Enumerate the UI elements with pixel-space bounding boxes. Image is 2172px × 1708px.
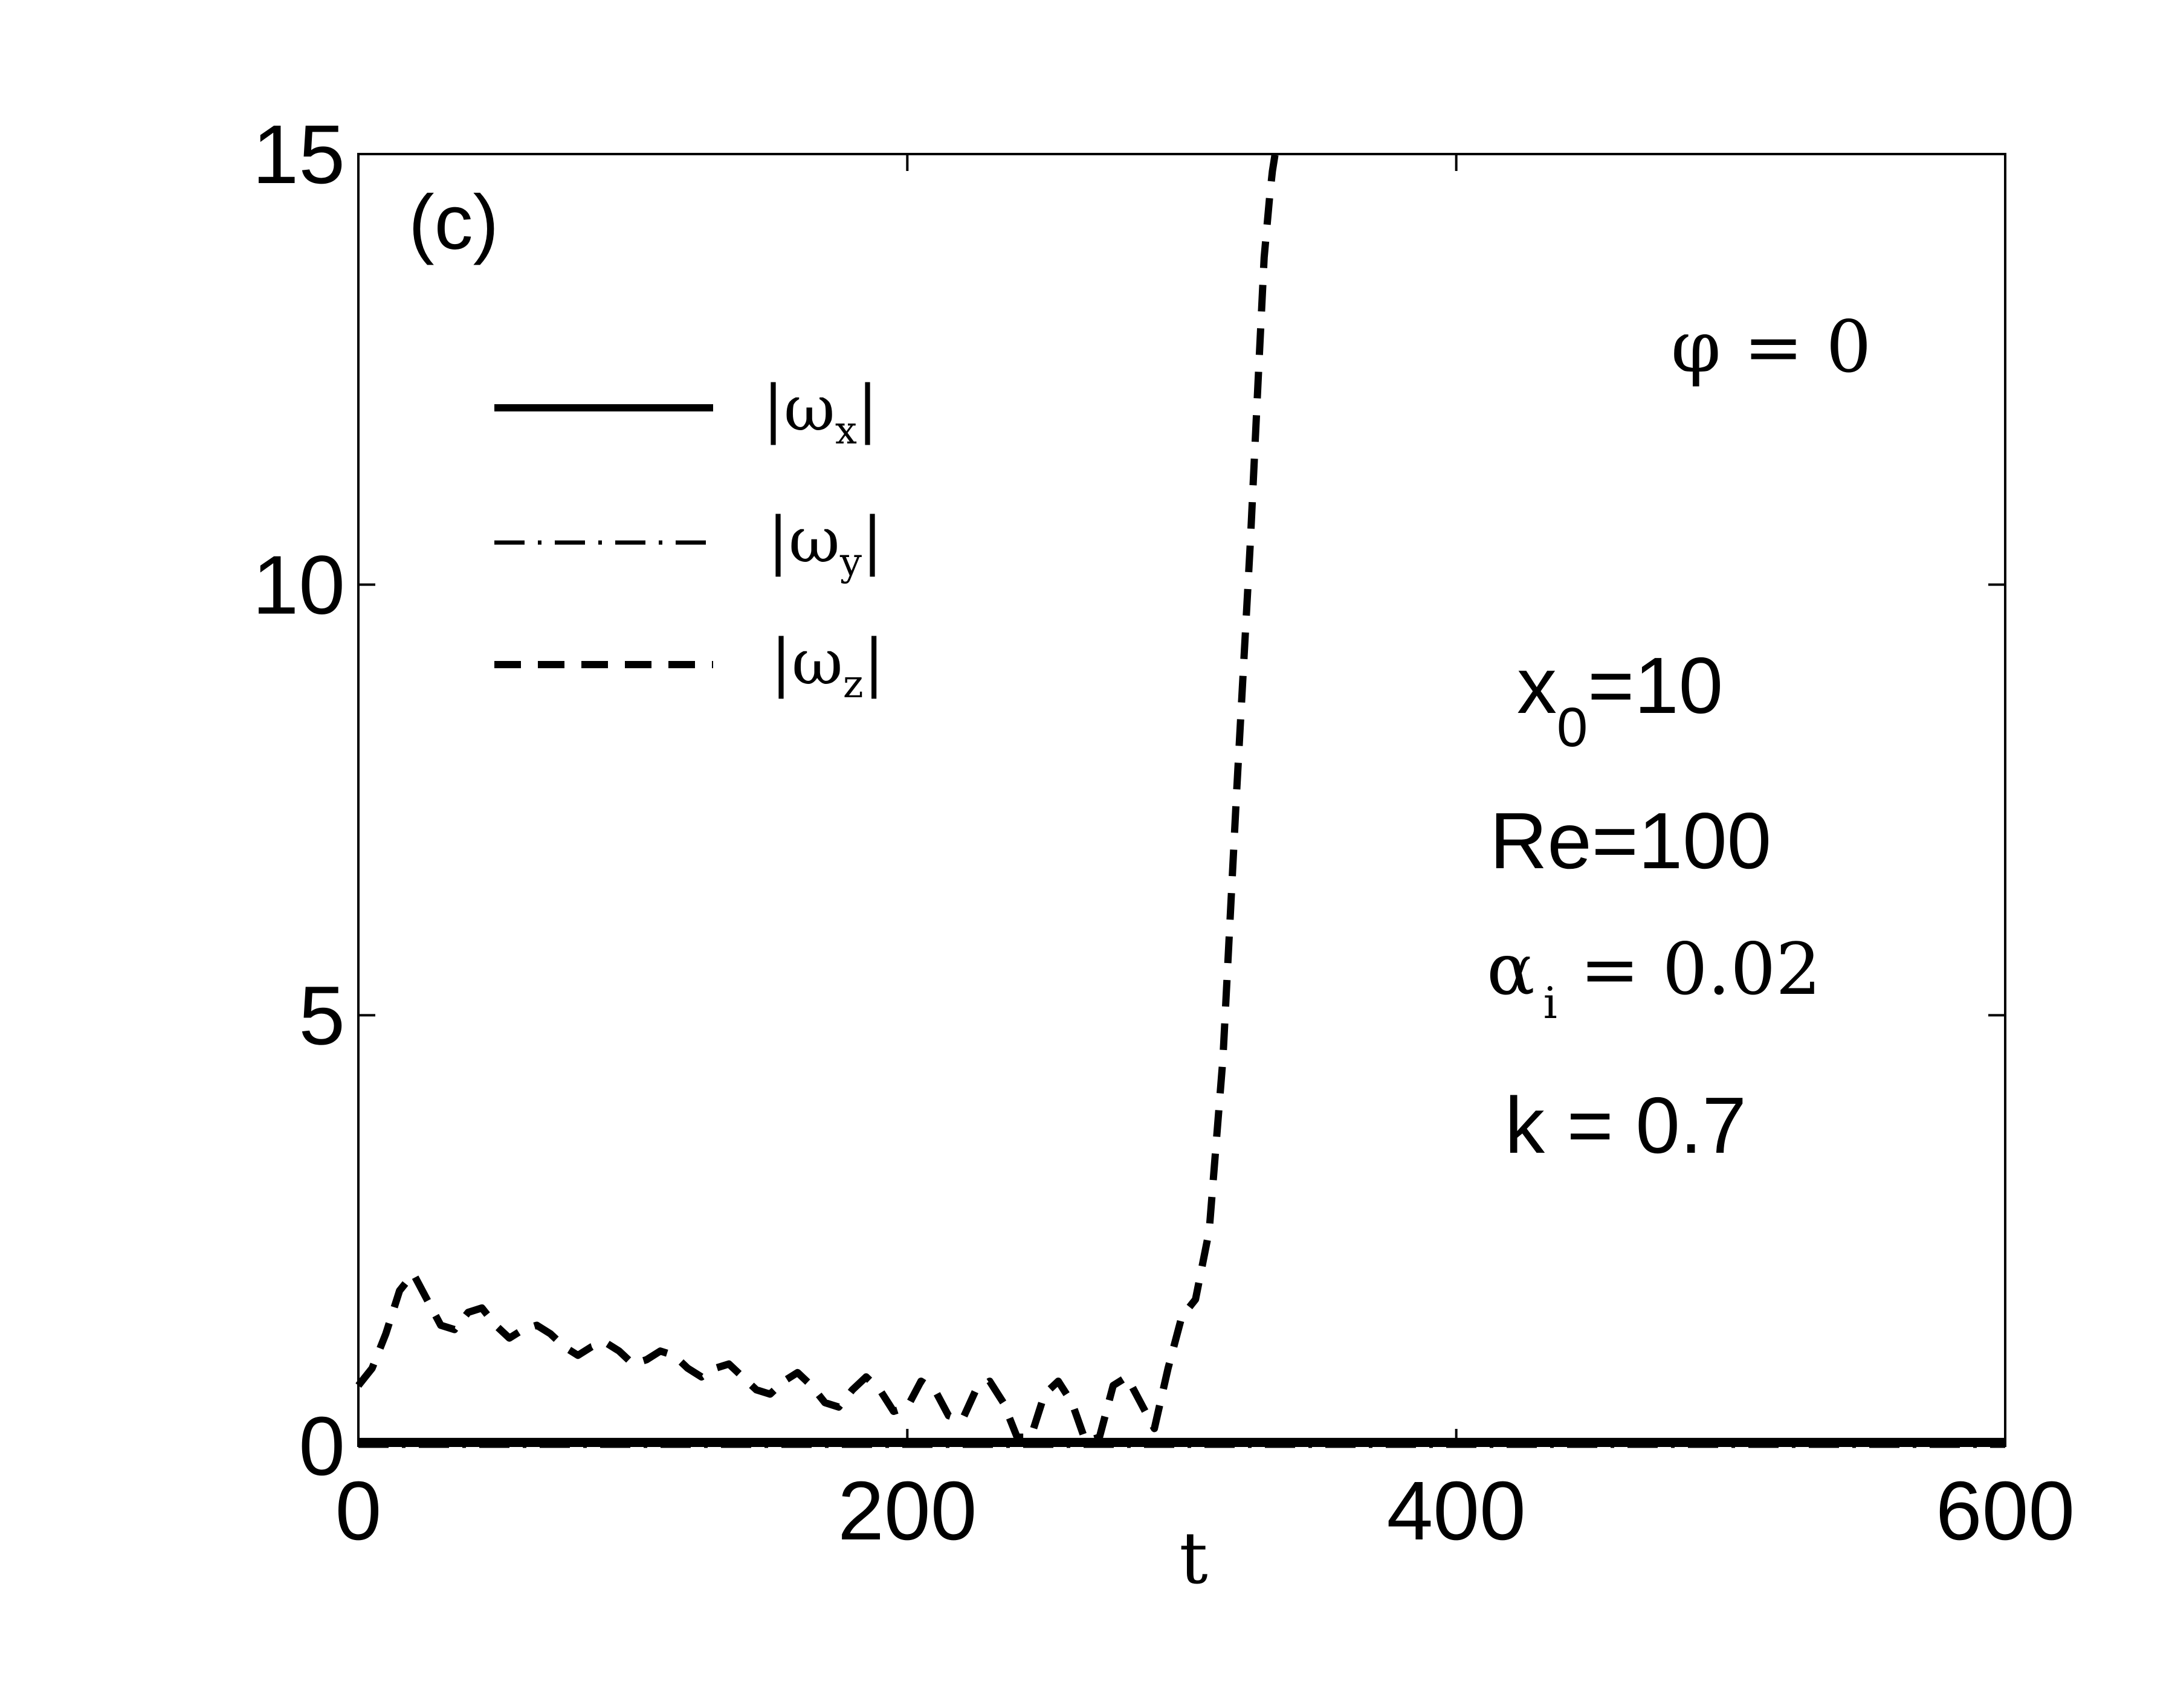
annotation-phi-lhs: φ — [1671, 305, 1721, 388]
x-tick-label: 600 — [1936, 1465, 2075, 1558]
legend-label-omega-x: |ωx| — [763, 372, 878, 453]
annotation-reynolds: Re=100 — [1490, 796, 1771, 885]
annotation-alpha-base: α — [1487, 927, 1535, 1011]
panel-label: (c) — [409, 179, 499, 266]
series-layer — [355, 153, 2005, 1448]
series-omega-z — [355, 153, 1279, 1445]
legend-label-omega-x-base: |ω — [763, 372, 835, 445]
legend-label-omega-z-end: | — [864, 625, 885, 699]
annotation-alpha-sub: i — [1543, 978, 1557, 1028]
annotation-x0-rest: =10 — [1588, 641, 1723, 730]
legend-label-omega-x-sub: x — [835, 408, 857, 453]
annotation-phi-rhs: = 0 — [1721, 305, 1872, 388]
annotation-phi: φ = 0 — [1671, 305, 1872, 388]
x-tick-label: 400 — [1387, 1465, 1526, 1558]
x-axis: 0 200 400 600 — [335, 154, 2075, 1558]
plot-frame — [357, 153, 2006, 1447]
annotation-x0: x0=10 — [1517, 641, 1723, 758]
x-tick-label: 0 — [335, 1465, 382, 1558]
y-tick-label: 10 — [253, 539, 346, 632]
legend-label-omega-z-sub: z — [843, 662, 864, 707]
annotation-x0-sub: 0 — [1557, 697, 1588, 758]
legend-label-omega-x-end: | — [857, 372, 878, 445]
legend-label-omega-y: |ωy| — [768, 503, 883, 585]
legend-label-omega-y-base: |ω — [768, 503, 840, 577]
x-tick-label: 200 — [838, 1465, 977, 1558]
legend: |ωx| |ωy| |ωz| — [494, 372, 885, 707]
x-axis-label: t — [1179, 1516, 1207, 1600]
legend-label-omega-y-sub: y — [839, 540, 862, 585]
y-tick-label: 0 — [299, 1400, 345, 1493]
y-tick-label: 15 — [253, 108, 346, 201]
annotation-x0-base: x — [1517, 641, 1557, 730]
legend-label-omega-y-end: | — [862, 503, 883, 577]
legend-label-omega-z: |ωz| — [771, 625, 885, 707]
y-tick-label: 5 — [299, 969, 345, 1062]
y-axis: 0 5 10 15 — [253, 108, 2005, 1493]
annotation-k: k = 0.7 — [1505, 1081, 1747, 1170]
annotation-alpha-rest: = 0.02 — [1557, 927, 1821, 1011]
legend-label-omega-z-base: |ω — [771, 625, 843, 699]
